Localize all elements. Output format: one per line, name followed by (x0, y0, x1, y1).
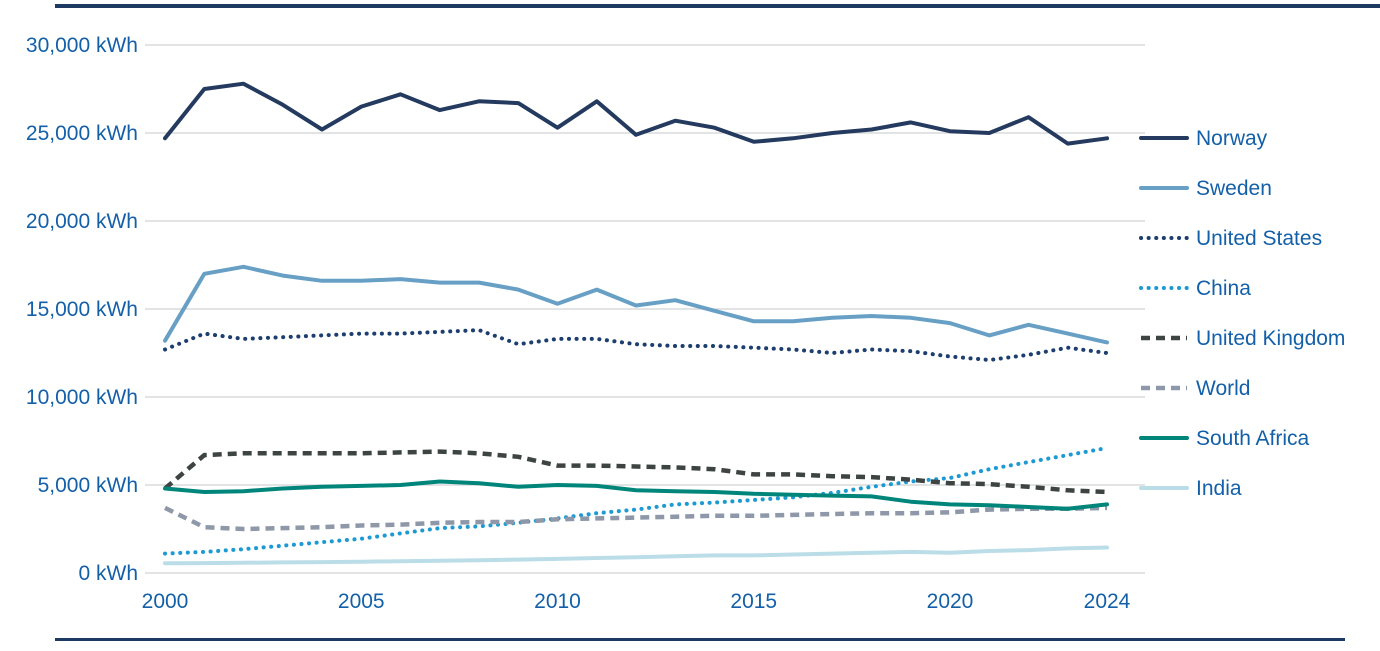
y-axis-tick-label: 0 kWh (78, 562, 138, 585)
x-axis-tick-label: 2024 (1084, 590, 1131, 613)
legend-label-sweden: Sweden (1196, 177, 1272, 200)
series-line-china (163, 446, 1109, 556)
legend-label-india: India (1196, 477, 1242, 500)
legend-label-world: World (1196, 377, 1250, 400)
x-axis-tick-label: 2020 (927, 590, 974, 613)
top-rule (55, 4, 1380, 8)
y-axis-tick-label: 30,000 kWh (26, 34, 138, 57)
legend-label-united-states: United States (1196, 227, 1322, 250)
series-line-india (163, 545, 1109, 566)
series-line-sweden (163, 264, 1109, 345)
y-axis-tick-label: 25,000 kWh (26, 122, 138, 145)
y-axis-tick-label: 5,000 kWh (38, 474, 138, 497)
legend-label-united-kingdom: United Kingdom (1196, 327, 1345, 350)
x-axis-tick-label: 2010 (534, 590, 581, 613)
legend-label-norway: Norway (1196, 127, 1268, 150)
x-axis-tick-label: 2015 (730, 590, 777, 613)
series-line-united-kingdom (163, 449, 1108, 495)
x-axis-tick-label: 2000 (142, 590, 189, 613)
y-axis-tick-label: 20,000 kWh (26, 210, 138, 233)
series-line-world (164, 505, 1108, 532)
legend-label-south-africa: South Africa (1196, 427, 1310, 450)
series-line-united-states (163, 328, 1109, 363)
x-axis-tick-label: 2005 (338, 590, 385, 613)
y-axis-tick-label: 15,000 kWh (26, 298, 138, 321)
series-line-norway (163, 81, 1109, 146)
y-axis-tick-label: 10,000 kWh (26, 386, 138, 409)
bottom-rule (55, 638, 1345, 641)
series-line-south-africa (163, 479, 1109, 511)
legend-label-china: China (1196, 277, 1251, 300)
